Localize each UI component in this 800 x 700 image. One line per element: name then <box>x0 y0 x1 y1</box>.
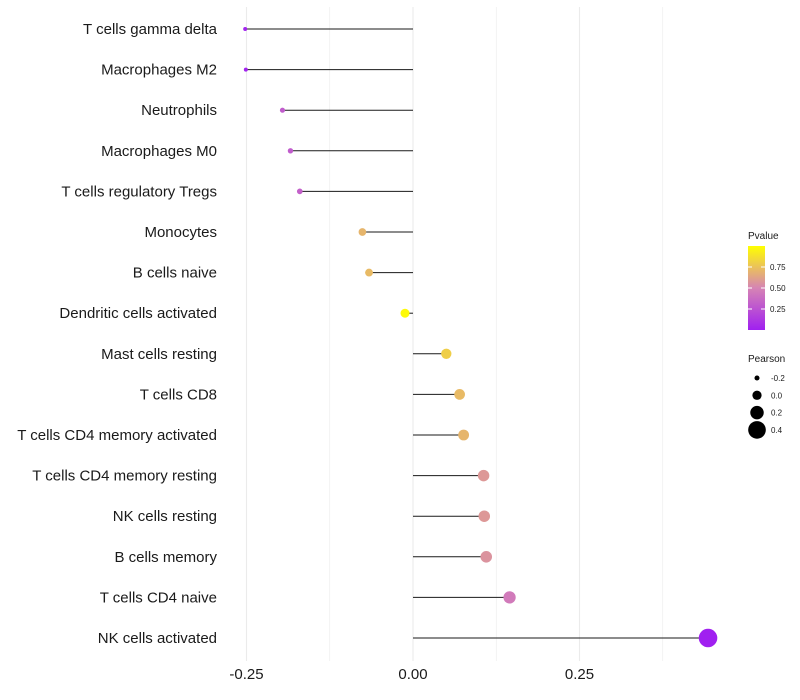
size-legend-label: 0.0 <box>771 391 783 400</box>
pvalue-legend: Pvalue 0.25 0.50 0.75 <box>748 231 786 330</box>
size-legend-label: 0.2 <box>771 409 783 418</box>
size-legend-label: -0.2 <box>771 374 785 383</box>
size-legend-dot <box>750 405 764 420</box>
category-label: NK cells activated <box>98 630 217 647</box>
category-label: T cells gamma delta <box>83 21 218 38</box>
category-label: Dendritic cells activated <box>59 305 217 322</box>
lollipop-point <box>287 148 294 154</box>
lollipop-point <box>358 228 367 236</box>
size-legend-dot <box>752 390 762 400</box>
category-label: T cells regulatory Tregs <box>61 183 217 200</box>
pvalue-colorbar <box>748 246 765 330</box>
lollipop-point <box>296 188 303 195</box>
size-legend-dot <box>754 375 760 381</box>
x-tick-label: -0.25 <box>229 666 263 683</box>
colorbar-tick-label: 0.75 <box>770 263 786 272</box>
category-label: Monocytes <box>144 224 217 241</box>
category-label: Mast cells resting <box>101 346 217 363</box>
category-label: NK cells resting <box>113 508 217 525</box>
category-label: Macrophages M2 <box>101 62 217 79</box>
lollipop-point <box>365 268 373 277</box>
size-legend-label: 0.4 <box>771 426 783 435</box>
category-label: Macrophages M0 <box>101 143 217 160</box>
pearson-legend: Pearson -0.2 0.0 0.2 0.4 <box>748 354 785 439</box>
lollipop-point <box>400 308 410 318</box>
x-axis-ticks: -0.25 0.00 0.25 <box>229 666 594 683</box>
category-label: Neutrophils <box>141 102 217 119</box>
colorbar-tick-label: 0.50 <box>770 284 786 293</box>
size-legend-dot <box>748 421 766 439</box>
category-label: B cells memory <box>114 549 217 566</box>
lollipop-stems <box>245 28 709 639</box>
lollipop-point <box>243 27 248 31</box>
category-label: T cells CD4 memory resting <box>32 468 217 485</box>
category-label: T cells CD8 <box>140 386 217 403</box>
lollipop-point <box>480 551 493 563</box>
category-label: T cells CD4 memory activated <box>17 427 217 444</box>
lollipop-point <box>243 67 248 72</box>
x-tick-label: 0.25 <box>565 666 594 683</box>
lollipop-point <box>458 429 470 441</box>
pearson-legend-title: Pearson <box>748 354 785 365</box>
category-label: B cells naive <box>133 265 217 282</box>
pvalue-legend-title: Pvalue <box>748 231 779 242</box>
gridlines <box>245 7 664 661</box>
lollipop-points <box>243 27 718 648</box>
lollipop-point <box>477 469 490 482</box>
lollipop-point <box>454 389 465 400</box>
lollipop-point <box>441 348 452 359</box>
lollipop-point <box>279 107 286 113</box>
lollipop-point <box>698 628 718 648</box>
lollipop-point <box>503 591 516 604</box>
colorbar-tick-label: 0.25 <box>770 305 786 314</box>
category-labels: T cells gamma delta Macrophages M2 Neutrop… <box>17 21 217 647</box>
x-tick-label: 0.00 <box>398 666 427 683</box>
lollipop-point <box>478 510 491 522</box>
category-label: T cells CD4 naive <box>100 589 217 606</box>
